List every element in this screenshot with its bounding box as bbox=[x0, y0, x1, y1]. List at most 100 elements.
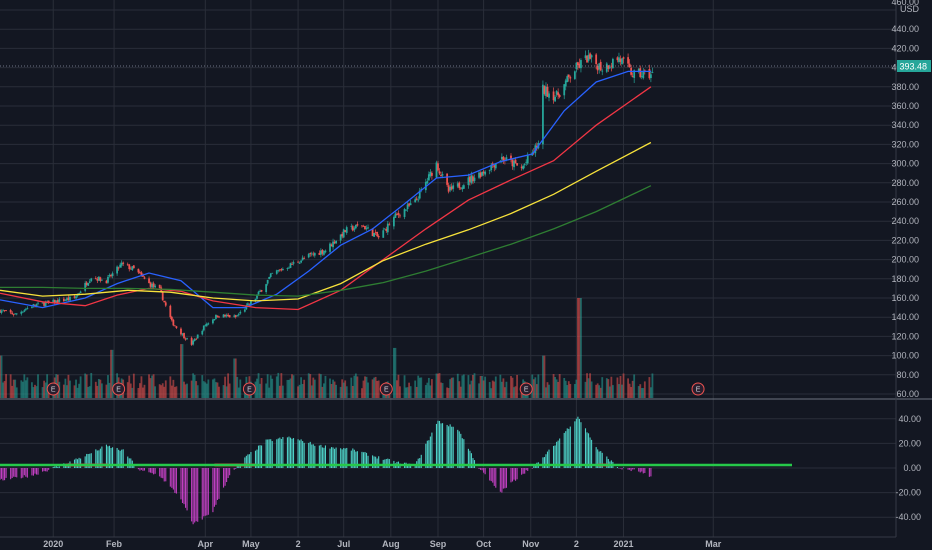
volume-bar bbox=[142, 387, 144, 398]
oscillator-bar bbox=[235, 468, 237, 469]
oscillator-bar bbox=[501, 468, 503, 493]
volume-bar bbox=[377, 380, 380, 398]
volume-bar bbox=[44, 382, 47, 398]
earnings-marker[interactable] bbox=[112, 382, 126, 396]
oscillator-bar bbox=[554, 445, 556, 468]
oscillator-bar bbox=[352, 448, 354, 468]
candle-body bbox=[107, 276, 109, 283]
oscillator-bar bbox=[4, 468, 6, 481]
candle-body bbox=[149, 282, 152, 287]
oscillator-bar bbox=[598, 451, 600, 468]
oscillator-bar bbox=[353, 449, 355, 468]
candle-body bbox=[122, 262, 125, 264]
candle-body bbox=[12, 314, 15, 315]
volume-bar bbox=[467, 375, 470, 398]
oscillator-bar bbox=[335, 447, 337, 468]
candle-body bbox=[87, 283, 90, 286]
oscillator-bar bbox=[569, 426, 571, 468]
candle-body bbox=[573, 71, 576, 79]
volume-bar bbox=[266, 374, 269, 398]
volume-bar bbox=[502, 378, 505, 398]
oscillator-bar bbox=[524, 468, 526, 474]
earnings-marker[interactable] bbox=[691, 382, 705, 396]
oscillator-bar bbox=[215, 468, 217, 505]
oscillator-y-axis[interactable]: 40.00 20.00 0.00 -20.00 -40.00 bbox=[895, 414, 921, 522]
candle-body bbox=[128, 264, 131, 270]
oscillator-bar bbox=[13, 468, 15, 477]
volume-bar bbox=[450, 377, 453, 398]
volume-bar bbox=[196, 385, 199, 398]
oscillator-bar bbox=[417, 458, 419, 468]
oscillator-bar bbox=[480, 468, 482, 470]
price-tick-label: 460.00 bbox=[891, 0, 919, 7]
volume-bar bbox=[180, 344, 182, 398]
candle-body bbox=[628, 63, 631, 67]
candle-body bbox=[490, 164, 493, 171]
oscillator-bar bbox=[75, 458, 77, 468]
candle-body bbox=[406, 204, 409, 210]
price-tick-label: 260.00 bbox=[891, 197, 919, 207]
volume-bar bbox=[330, 383, 333, 398]
candle-body bbox=[651, 72, 654, 73]
volume-bar bbox=[494, 376, 497, 398]
volume-bar bbox=[429, 385, 432, 398]
candle-body bbox=[164, 302, 167, 306]
volume-bar bbox=[184, 384, 187, 398]
volume-bar bbox=[548, 384, 550, 398]
oscillator-bar bbox=[233, 468, 235, 470]
candle-body bbox=[108, 275, 111, 277]
volume-bar bbox=[424, 385, 427, 398]
volume-bar bbox=[630, 387, 633, 398]
oscillator-bar bbox=[577, 416, 579, 468]
volume-bar bbox=[73, 385, 76, 398]
candle-body bbox=[580, 60, 582, 69]
candle-body bbox=[420, 189, 423, 190]
earnings-marker[interactable] bbox=[242, 382, 256, 396]
volume-bar bbox=[371, 379, 374, 398]
volume-bar bbox=[175, 386, 178, 398]
earnings-marker[interactable] bbox=[46, 382, 60, 396]
volume-bar bbox=[158, 384, 161, 398]
candle-body bbox=[642, 71, 645, 78]
candle-body bbox=[158, 284, 161, 289]
volume-bar bbox=[288, 379, 290, 398]
oscillator-bar bbox=[150, 468, 152, 473]
time-x-axis[interactable]: 2020 Feb Apr May 2 Jul Aug Sep Oct Nov 2 2021 Mar bbox=[43, 539, 722, 549]
oscillator-bar bbox=[525, 468, 527, 471]
candle-body bbox=[312, 253, 315, 255]
oscillator-bar bbox=[180, 468, 182, 500]
volume-bar bbox=[96, 385, 99, 398]
candle-body bbox=[222, 314, 225, 318]
candle-body bbox=[24, 309, 27, 310]
candle-body bbox=[88, 281, 91, 283]
oscillator-bar bbox=[118, 449, 120, 468]
volume-bar bbox=[31, 382, 33, 398]
time-tick-label: 2 bbox=[574, 539, 579, 549]
candle-body bbox=[589, 53, 591, 59]
candle-body bbox=[514, 159, 517, 164]
volume-bar bbox=[610, 376, 613, 398]
candle-body bbox=[520, 166, 523, 169]
candle-body bbox=[371, 228, 374, 237]
oscillator-bar bbox=[534, 464, 536, 468]
volume-bar bbox=[23, 374, 26, 398]
volume-bar bbox=[193, 374, 196, 398]
volume-bar bbox=[66, 385, 68, 398]
volume-bar bbox=[286, 379, 289, 398]
earnings-marker[interactable] bbox=[519, 382, 533, 396]
candle-body bbox=[111, 273, 114, 277]
volume-bar bbox=[392, 347, 395, 398]
candle-body bbox=[643, 70, 646, 72]
oscillator-bar bbox=[606, 456, 608, 468]
volume-bar bbox=[573, 384, 576, 398]
candle-body bbox=[151, 284, 153, 288]
candle-body bbox=[75, 296, 77, 299]
earnings-marker[interactable] bbox=[379, 382, 393, 396]
oscillator-bar bbox=[442, 423, 444, 468]
oscillator-bar bbox=[55, 465, 57, 468]
candle-body bbox=[522, 165, 525, 169]
oscillator-bar bbox=[384, 459, 386, 468]
volume-bar bbox=[584, 381, 587, 398]
